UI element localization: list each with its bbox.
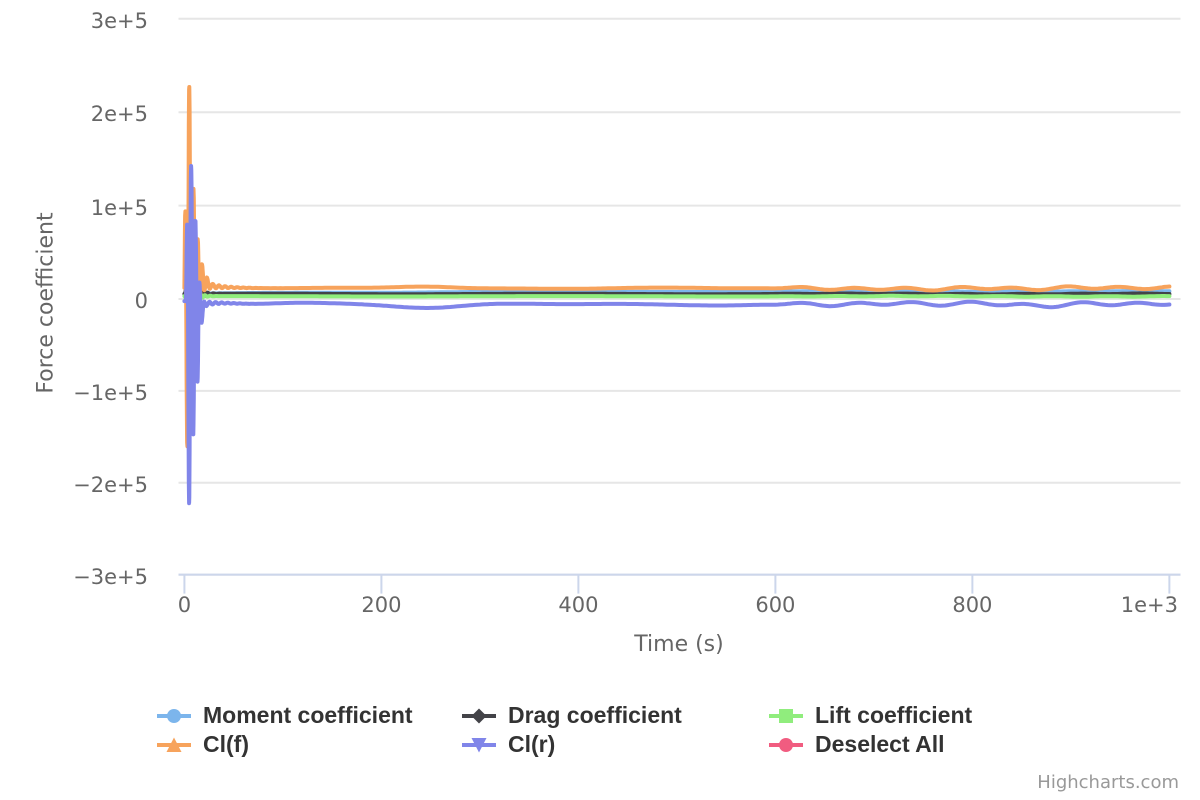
y-axis-label: 2e+5 [90, 102, 148, 127]
y-axis-label: −1e+5 [73, 380, 148, 405]
legend-item-drag-coefficient[interactable]: Drag coefficient [462, 701, 682, 730]
marker-shape [779, 708, 793, 723]
legend-label: Moment coefficient [203, 702, 413, 728]
y-axis-label: −3e+5 [73, 564, 148, 589]
x-axis-label: 1e+3 [1120, 593, 1178, 617]
legend-label: Lift coefficient [815, 702, 973, 728]
marker-shape [471, 708, 487, 723]
y-axis-label: −2e+5 [73, 472, 148, 497]
y-axis-label: 0 [134, 289, 148, 313]
triangle-down-marker-icon [462, 737, 496, 752]
x-axis-label: 800 [952, 593, 993, 617]
axes [178, 573, 1181, 594]
x-axis-label: 400 [558, 593, 599, 617]
diamond-marker-icon [462, 708, 496, 723]
legend-item-lift-coefficient[interactable]: Lift coefficient [769, 701, 972, 730]
x-axis-label: 0 [177, 593, 192, 617]
marker-shape [167, 708, 181, 723]
x-axis-label: 600 [755, 593, 796, 617]
y-axis-label: 3e+5 [90, 8, 148, 33]
legend-item-moment-coefficient[interactable]: Moment coefficient [157, 701, 413, 730]
square-marker-icon [769, 708, 803, 723]
legend-label: Cl(f) [203, 731, 249, 757]
series-line-drag-coefficient[interactable] [182, 265, 1172, 319]
series-line-lift-coefficient[interactable] [182, 276, 1172, 319]
series-lines [182, 85, 1172, 506]
x-axis-title: Time (s) [634, 632, 724, 657]
series-line-cl-r-[interactable] [182, 164, 1172, 506]
marker-shape [471, 737, 487, 752]
y-axis-label: 1e+5 [90, 195, 148, 220]
circle-marker-icon [769, 737, 803, 752]
marker-shape [166, 737, 182, 752]
series-line-cl-f-[interactable] [182, 85, 1172, 449]
legend-label: Drag coefficient [508, 702, 682, 728]
y-axis-title: Force coefficient [33, 212, 59, 394]
marker-shape [779, 737, 793, 752]
legend-label: Deselect All [815, 731, 945, 757]
legend-item-cl-r-[interactable]: Cl(r) [462, 730, 555, 759]
circle-marker-icon [157, 708, 191, 723]
legend-item-deselect-all[interactable]: Deselect All [769, 730, 945, 759]
legend-label: Cl(r) [508, 731, 556, 757]
legend-item-cl-f-[interactable]: Cl(f) [157, 730, 249, 759]
triangle-marker-icon [157, 737, 191, 752]
credits-link[interactable]: Highcharts.com [1037, 772, 1179, 793]
x-axis-label: 200 [361, 593, 402, 617]
